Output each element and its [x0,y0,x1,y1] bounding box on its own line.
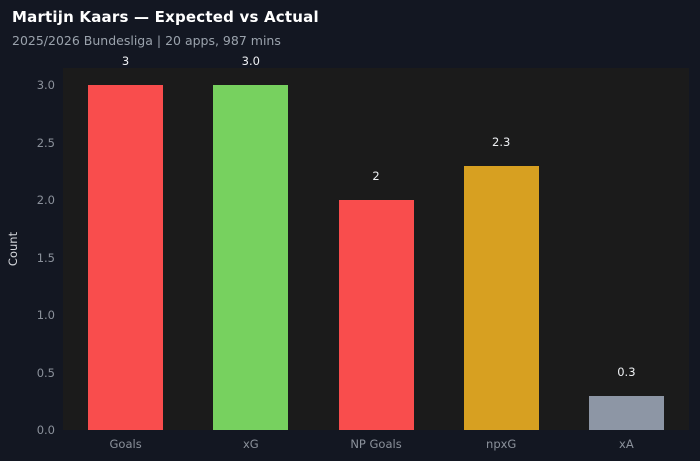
bar-np-goals [338,200,414,430]
y-tick-label: 2.0 [36,193,55,208]
bar-xa [588,395,664,430]
bar-xg [213,85,289,430]
bar-value-label: 2.3 [492,134,511,149]
y-tick-label: 0.0 [36,423,55,437]
x-tick-label: NP Goals [350,437,402,451]
x-tick-label: npxG [486,437,517,451]
y-tick-label: 1.0 [36,308,55,323]
bar-value-label: 3.0 [241,54,260,69]
bar-npxg [463,165,539,430]
x-tick-label: xG [242,437,259,451]
bar-goals [88,85,164,430]
bar-value-label: 3 [121,54,130,69]
bar-value-label: 0.3 [617,364,636,379]
y-tick-label: 1.5 [36,250,55,265]
y-tick-label: 2.5 [36,135,55,150]
chart-subtitle: 2025/2026 Bundesliga | 20 apps, 987 mins [12,33,281,48]
y-tick-label: 0.5 [36,365,55,380]
bar-value-label: 2 [372,169,380,184]
chart-title: Martijn Kaars — Expected vs Actual [12,8,319,26]
x-tick-label: xA [619,437,634,451]
y-tick-label: 3.0 [36,78,55,93]
x-tick-label: Goals [109,437,142,451]
